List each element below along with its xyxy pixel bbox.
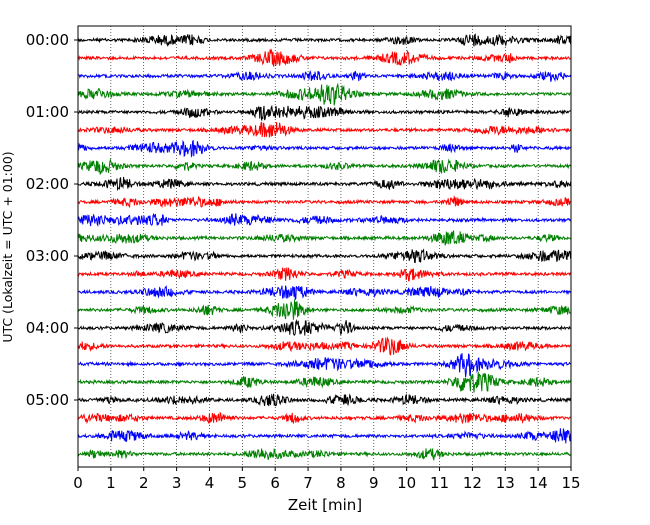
seismic-trace — [77, 318, 571, 336]
seismic-trace — [77, 299, 571, 320]
seismic-trace — [77, 139, 571, 159]
seismic-trace — [77, 336, 571, 356]
x-tick-label: 12 — [463, 474, 482, 492]
seismic-trace — [77, 212, 572, 228]
seismic-trace — [77, 195, 571, 209]
x-tick-label: 14 — [529, 474, 548, 492]
seismic-trace — [77, 411, 571, 425]
seismic-trace — [77, 428, 572, 444]
y-tick-label: 04:00 — [26, 319, 69, 337]
y-tick-label: 03:00 — [26, 247, 69, 265]
x-tick-label: 3 — [172, 474, 182, 492]
seismic-trace — [77, 248, 572, 264]
y-tick-label: 02:00 — [26, 175, 69, 193]
seismic-trace — [77, 285, 572, 301]
x-tick-label: 11 — [430, 474, 449, 492]
seismic-trace — [77, 371, 572, 393]
seismic-trace — [77, 104, 571, 121]
seismic-trace — [77, 33, 572, 47]
seismic-trace — [77, 121, 572, 138]
x-tick-label: 5 — [238, 474, 248, 492]
seismic-trace — [77, 393, 572, 407]
y-tick-label: 01:00 — [26, 103, 69, 121]
x-tick-label: 0 — [73, 474, 83, 492]
x-tick-label: 10 — [397, 474, 416, 492]
x-tick-label: 9 — [369, 474, 379, 492]
x-tick-label: 13 — [496, 474, 515, 492]
x-tick-label: 2 — [139, 474, 149, 492]
y-axis-label: UTC (Lokalzeit = UTC + 01:00) — [0, 151, 15, 342]
seismic-trace — [77, 48, 571, 67]
seismic-trace — [77, 267, 572, 282]
y-tick-label: 05:00 — [26, 391, 69, 409]
seismic-trace — [77, 230, 572, 246]
x-axis-label: Zeit [min] — [288, 496, 362, 514]
plot-frame — [77, 25, 572, 468]
seismic-trace — [77, 353, 571, 378]
x-tick-label: 8 — [336, 474, 346, 492]
seismic-trace — [77, 82, 571, 106]
x-tick-label: 7 — [303, 474, 313, 492]
x-tick-label: 6 — [270, 474, 280, 492]
seismic-trace — [77, 157, 572, 176]
seismic-trace — [77, 448, 571, 462]
y-tick-label: 00:00 — [26, 31, 69, 49]
x-tick-label: 15 — [561, 474, 580, 492]
seismic-trace — [77, 70, 572, 82]
x-tick-label: 1 — [106, 474, 116, 492]
x-tick-label: 4 — [205, 474, 215, 492]
seismic-trace — [77, 176, 572, 192]
